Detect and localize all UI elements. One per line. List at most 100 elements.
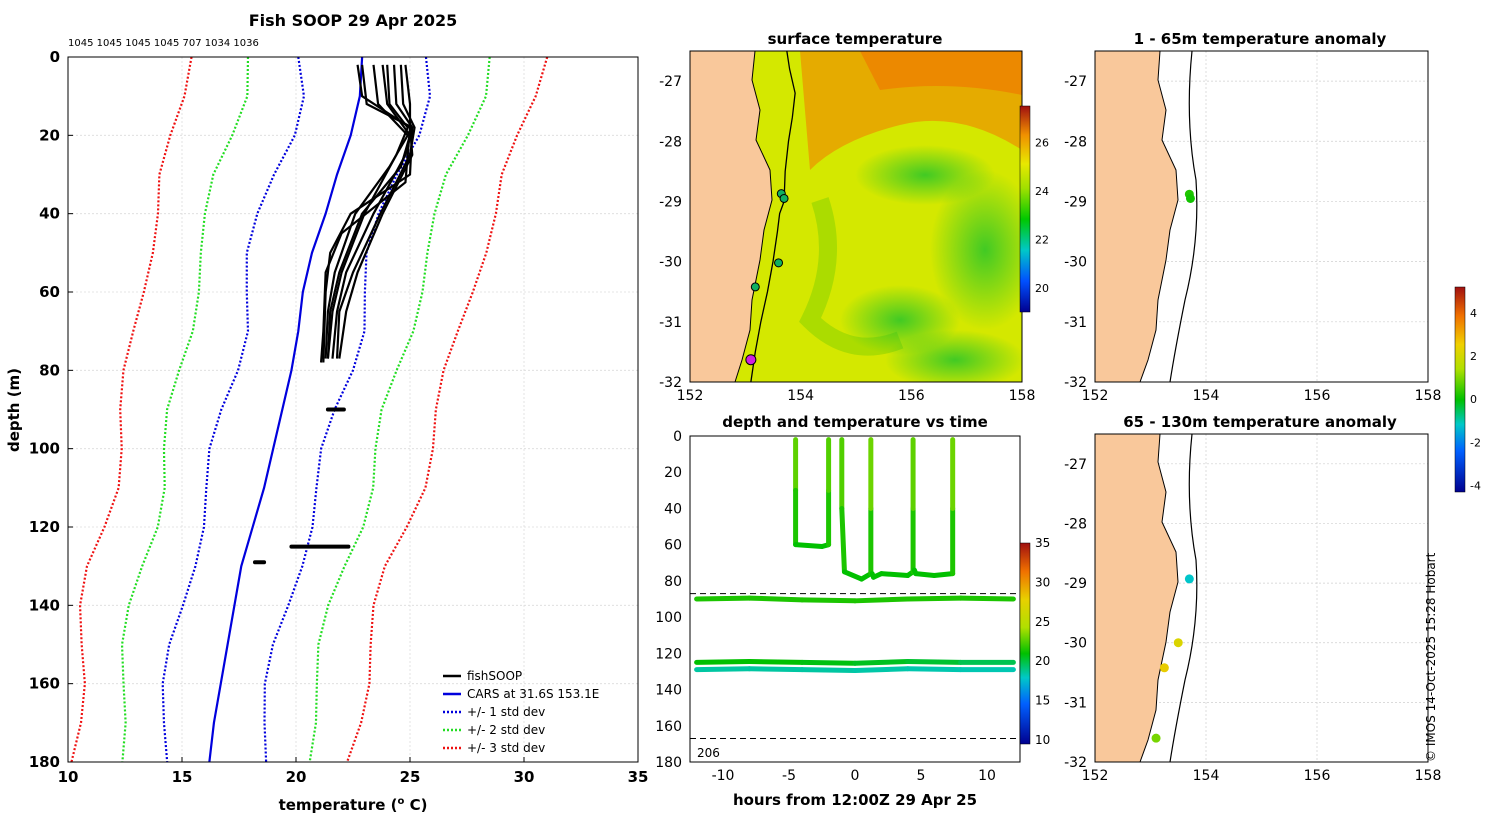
sst-title: surface temperature — [768, 30, 943, 48]
time-depth-segment — [841, 569, 865, 582]
anomaly-deep-title: 65 - 130m temperature anomaly — [1123, 413, 1397, 431]
anomaly-colorbar-label: -4 — [1470, 480, 1481, 493]
time-depth-segment — [905, 666, 964, 673]
anomaly-deep-shelf-contour — [1169, 434, 1198, 762]
anomaly-shallow-field — [1095, 51, 1198, 382]
map-ytick-label: -30 — [1064, 255, 1087, 271]
profile-ytick-label: 60 — [39, 283, 60, 301]
time-depth-xtick-label: 5 — [917, 768, 926, 784]
time-depth-xtick-label: 10 — [978, 768, 996, 784]
sst-map: surface temperature 152 154 156 158 -27 -28 -2… — [659, 30, 1049, 404]
anomaly-colorbar-label: 4 — [1470, 307, 1477, 320]
ship-track-line — [750, 51, 796, 382]
profile-xtick-label: 10 — [58, 768, 79, 786]
profile-ytick-label: 160 — [29, 675, 60, 693]
anomaly-deep-land — [1095, 434, 1179, 762]
map-ytick-label: -30 — [1064, 636, 1087, 652]
anomaly-colorbar-ticks: -4 -2 0 2 4 — [1470, 307, 1481, 493]
time-depth-xlabel: hours from 12:00Z 29 Apr 25 — [733, 791, 977, 809]
time-depth-ytick-label: 140 — [655, 683, 682, 699]
map-xtick-label: 154 — [1193, 768, 1220, 784]
anomaly-shallow-title: 1 - 65m temperature anomaly — [1134, 30, 1387, 48]
profile-xtick-label: 15 — [172, 768, 193, 786]
map-xtick-label: 156 — [1304, 388, 1331, 404]
time-depth-ytick-label: 120 — [655, 646, 682, 662]
sst-markers — [745, 189, 789, 366]
sst-land — [690, 51, 773, 382]
sst-colorbar — [1019, 105, 1031, 313]
map-ytick-label: -31 — [1064, 315, 1087, 331]
anomaly-shallow-land — [1095, 51, 1179, 382]
map-ytick-label: -27 — [1064, 457, 1087, 473]
time-depth-chart: depth and temperature vs time -10 -5 0 5 100… — [655, 413, 1050, 809]
map-ytick-label: -29 — [1064, 194, 1087, 210]
page-title: Fish SOOP 29 Apr 2025 — [249, 11, 458, 30]
profile-xtick-label: 30 — [514, 768, 535, 786]
time-depth-annotation: 206 — [697, 746, 720, 760]
time-depth-xtick-label: -10 — [712, 768, 735, 784]
anomaly-shallow-ticks: 152 154 156 158 -27 -28 -29 -30 -31 -32 — [1064, 74, 1441, 404]
copyright-text: © IMOS 14-Oct-2025 15:28 Hobart — [1424, 552, 1438, 762]
profile-ytick-label: 0 — [50, 48, 60, 66]
anomaly-colorbar-label: -2 — [1470, 436, 1481, 449]
fish-profile-line — [322, 64, 414, 363]
time-depth-segment — [746, 595, 805, 603]
time-depth-segment — [958, 595, 1016, 602]
fish-profile-line — [326, 64, 412, 359]
time-depth-ytick-label: 180 — [655, 755, 682, 771]
anomaly-colorbar-label: 0 — [1470, 393, 1477, 406]
map-ytick-label: -31 — [1064, 695, 1087, 711]
profile-ytick-label: 40 — [39, 205, 60, 223]
time-depth-segment — [852, 658, 911, 666]
std-3-line — [346, 57, 549, 762]
sst-colorbar-ticks: 20 22 24 26 — [1035, 136, 1049, 294]
anomaly-shallow-points — [1184, 189, 1195, 203]
time-depth-segment — [799, 597, 858, 604]
map-xtick-label: 154 — [787, 388, 814, 404]
map-xtick-label: 156 — [1304, 768, 1331, 784]
sst-station-marker — [779, 193, 789, 203]
legend-label-fish: fishSOOP — [467, 669, 522, 683]
map-ytick-label: -29 — [1064, 576, 1087, 592]
anomaly-shallow-map: 1 - 65m temperature anomaly 152 154 156 158… — [1064, 30, 1441, 404]
time-depth-segment — [746, 658, 805, 665]
std-1-line — [161, 57, 306, 762]
anomaly-shallow-shelf-contour — [1169, 51, 1198, 382]
profile-xtick-label: 25 — [400, 768, 421, 786]
profile-ytick-label: 100 — [29, 440, 60, 458]
time-depth-ytick-label: 160 — [655, 719, 682, 735]
time-depth-segment — [913, 571, 937, 578]
sst-cool-eddy-2 — [930, 170, 1022, 330]
map-ytick-label: -32 — [659, 375, 682, 391]
anomaly-point — [1184, 574, 1194, 584]
time-depth-segment — [746, 666, 805, 673]
time-depth-segment — [852, 666, 911, 674]
time-depth-colorbar-ticks: 10 15 20 25 30 35 — [1035, 536, 1050, 747]
sst-colorbar-label: 26 — [1035, 136, 1049, 149]
legend-label-std2: +/- 2 std dev — [467, 723, 545, 737]
map-xtick-label: 152 — [1082, 768, 1109, 784]
map-ytick-label: -30 — [659, 255, 682, 271]
time-depth-segment — [852, 596, 911, 604]
profile-ytick-label: 140 — [29, 596, 60, 614]
profile-grid — [67, 56, 639, 763]
profile-legend: fishSOOP CARS at 31.6S 153.1E +/- 1 std … — [443, 669, 599, 755]
anomaly-deep-ticks: 152 154 156 158 -27 -28 -29 -30 -31 -32 — [1064, 457, 1441, 784]
time-depth-segment — [905, 658, 964, 665]
time-depth-xtick-label: -5 — [782, 768, 796, 784]
time-depth-segment — [878, 571, 911, 578]
time-depth-colorbar-label: 10 — [1035, 733, 1050, 747]
fish-profile-line — [331, 64, 414, 359]
anomaly-point — [1185, 193, 1195, 203]
map-xtick-label: 156 — [898, 388, 925, 404]
time-depth-segment — [905, 595, 964, 602]
sst-colorbar-label: 20 — [1035, 282, 1049, 295]
time-depth-segment — [793, 542, 825, 549]
map-xtick-label: 158 — [1415, 768, 1442, 784]
sst-station-marker — [750, 282, 760, 292]
std-2-line — [120, 57, 250, 762]
anomaly-deep-frame — [1094, 433, 1429, 763]
map-ytick-label: -29 — [659, 194, 682, 210]
